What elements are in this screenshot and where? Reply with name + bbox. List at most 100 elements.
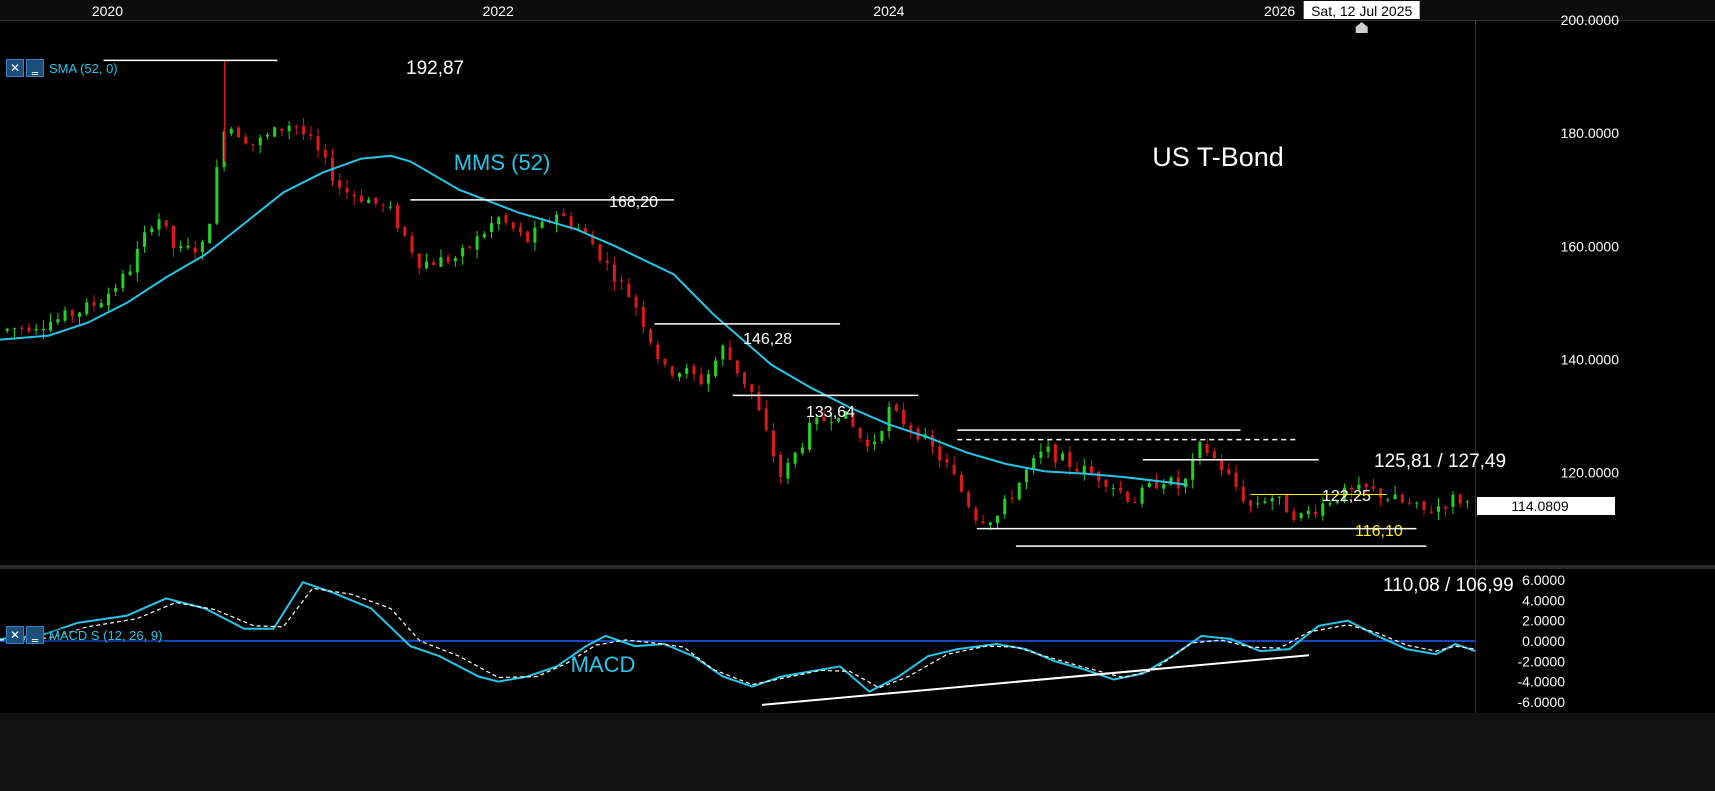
candle [880, 431, 884, 441]
candle [99, 303, 103, 308]
candle [359, 195, 363, 202]
candle [656, 344, 660, 360]
candle [56, 319, 60, 323]
candle [677, 373, 681, 378]
candle [793, 452, 797, 464]
minimize-icon[interactable]: ‗ [26, 59, 44, 77]
candle [540, 221, 544, 228]
candle [200, 241, 204, 253]
candle [945, 459, 949, 463]
candle [598, 244, 602, 261]
candle [497, 217, 501, 225]
candle [612, 264, 616, 282]
candle [1285, 494, 1289, 513]
candle [533, 227, 537, 243]
candle [446, 256, 450, 263]
candle [1350, 487, 1354, 490]
level-label: 146,28 [743, 331, 792, 348]
candle [685, 368, 689, 374]
candle [345, 187, 349, 193]
candle [208, 223, 212, 244]
candle [1328, 503, 1332, 505]
last-price-label: 114.0809 [1511, 498, 1569, 514]
candle [1429, 511, 1433, 513]
candle [1321, 503, 1325, 516]
candle [439, 257, 443, 267]
time-axis-bar [0, 0, 1715, 20]
candle [106, 293, 110, 306]
candle [1306, 510, 1310, 515]
level-label: 122,25 [1322, 488, 1371, 505]
candle [1205, 444, 1209, 453]
candle [453, 258, 457, 262]
candle [1068, 452, 1072, 468]
candle [959, 474, 963, 492]
candle [164, 220, 168, 227]
candle [323, 149, 327, 158]
candle [367, 199, 371, 204]
macd-title: MACD [571, 652, 636, 677]
candle [5, 328, 9, 332]
candle [952, 464, 956, 475]
level-label: 116,10 [1355, 523, 1403, 540]
candle [887, 406, 891, 432]
candle [1111, 487, 1115, 489]
candle [1126, 491, 1130, 502]
candle [822, 417, 826, 421]
candle [996, 515, 1000, 524]
sma-legend-label: SMA (52, 0) [46, 60, 121, 76]
candle [1227, 469, 1231, 475]
candle [193, 247, 197, 253]
candle [670, 366, 674, 376]
candle [381, 204, 385, 206]
candle [179, 245, 183, 249]
candle [743, 372, 747, 384]
candle [1061, 453, 1065, 461]
macd-y-tick-label: -4.0000 [1518, 674, 1566, 690]
candle [750, 384, 754, 393]
candle [504, 215, 508, 223]
candle [316, 136, 320, 151]
candle [1010, 498, 1014, 500]
candle [981, 521, 985, 524]
candle [1400, 494, 1404, 503]
candle [1234, 472, 1238, 488]
candle [1314, 511, 1318, 515]
candle [49, 322, 53, 331]
candle [518, 227, 522, 232]
candle [92, 301, 96, 306]
candle [1075, 468, 1079, 472]
candle [27, 327, 31, 332]
candle [1097, 471, 1101, 481]
candle [555, 214, 559, 224]
candle [721, 345, 725, 360]
candle [663, 358, 667, 365]
crosshair-date-box [1303, 1, 1420, 19]
candle [41, 328, 45, 331]
candle [229, 128, 233, 134]
close-icon[interactable]: ✕ [6, 59, 24, 77]
macd-y-tick-label: 4.0000 [1522, 592, 1565, 608]
candle [403, 226, 407, 236]
close-icon[interactable]: ✕ [6, 626, 24, 644]
chart-title: US T-Bond [1152, 142, 1284, 172]
macd-y-tick-label: 6.0000 [1522, 572, 1565, 588]
candle [641, 306, 645, 328]
candle [1256, 503, 1260, 505]
candle [714, 360, 718, 376]
candle [974, 508, 978, 521]
macd-y-tick-label: 2.0000 [1522, 613, 1565, 629]
candle [620, 280, 624, 282]
candle [309, 134, 313, 137]
sma-overlay-label: MMS (52) [454, 150, 551, 175]
candle [865, 439, 869, 447]
candle [1241, 486, 1245, 502]
candle [1277, 496, 1281, 498]
minimize-icon[interactable]: ‗ [26, 626, 44, 644]
candle [475, 236, 479, 250]
candle [78, 312, 82, 317]
candle [1371, 486, 1375, 489]
candle [374, 197, 378, 204]
candle [273, 127, 277, 137]
candle [526, 231, 530, 242]
